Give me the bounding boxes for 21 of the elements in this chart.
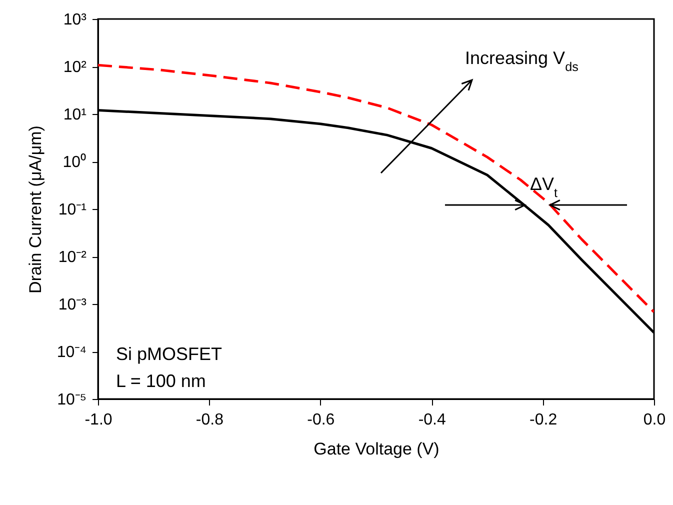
- y-tick-label: 10⁻⁵: [57, 392, 86, 408]
- y-tick-label: 10³: [63, 12, 88, 28]
- y-tick-label: 10¹: [63, 106, 86, 124]
- x-tick-label: -0.4: [418, 412, 446, 428]
- x-axis-title: Gate Voltage (V): [314, 440, 440, 458]
- x-tick-label: -0.2: [530, 412, 558, 428]
- y-tick-label: 10⁻¹: [58, 202, 86, 218]
- y-axis-title: Drain Current (μA/μm): [26, 126, 45, 294]
- x-tick-label: -1.0: [84, 412, 112, 428]
- annotation: Increasing V$_{ds}$: [465, 48, 578, 74]
- y-tick-label: 10⁰: [62, 153, 86, 171]
- x-tick-label: -0.8: [196, 412, 224, 428]
- y-tick-label: 10²: [63, 59, 88, 76]
- annotation: Si pMOSFET: [116, 344, 222, 364]
- annotation: L = 100 nm: [116, 371, 206, 391]
- y-tick-label: 10⁻²: [58, 249, 88, 266]
- x-tick-label: -0.6: [307, 412, 335, 428]
- y-tick-label: 10⁻⁴: [56, 344, 87, 361]
- annotation: ΔV$_{t}$: [530, 174, 558, 200]
- x-tick-label: 0.0: [643, 412, 666, 428]
- y-tick-label: 10⁻³: [58, 296, 88, 314]
